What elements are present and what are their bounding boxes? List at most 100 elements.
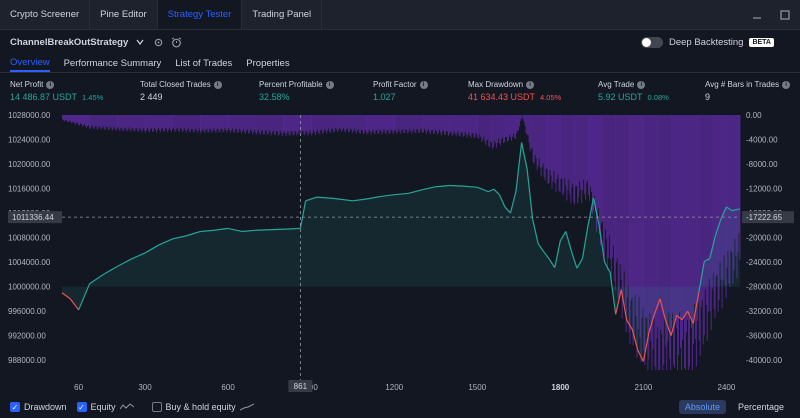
tab-pine-editor[interactable]: Pine Editor (90, 0, 158, 29)
drawdown-bar (102, 115, 104, 127)
drawdown-bar (655, 115, 657, 370)
deep-backtesting-toggle[interactable] (640, 36, 663, 48)
tab-properties[interactable]: Properties (246, 57, 290, 69)
drawdown-bar (650, 115, 652, 342)
drawdown-bar (694, 115, 696, 340)
drawdown-bar (395, 115, 397, 131)
info-icon[interactable]: i (213, 80, 222, 89)
settings-gear-icon[interactable] (152, 36, 164, 48)
drawdown-bar (261, 115, 263, 131)
drawdown-bar (341, 115, 343, 131)
info-icon[interactable]: i (419, 80, 428, 89)
drawdown-bar (188, 115, 190, 132)
x-axis-tick-label: 1200 (385, 383, 403, 392)
drawdown-bar (154, 115, 156, 129)
right-axis-tick-label: 0.00 (746, 111, 762, 120)
tab-crypto-screener[interactable]: Crypto Screener (0, 0, 91, 29)
equity-line-segment (352, 198, 367, 202)
absolute-button[interactable]: Absolute (678, 400, 726, 414)
info-icon[interactable]: i (637, 80, 646, 89)
drawdown-bar (277, 115, 279, 136)
info-icon[interactable]: i (325, 80, 334, 89)
checkbox-empty-icon[interactable] (151, 402, 162, 412)
chart-svg[interactable]: 1028000.00 1024000.00 1020000.00 1016000.00… (0, 108, 800, 398)
check-icon[interactable]: ✓ (76, 402, 87, 412)
drawdown-bar (607, 115, 609, 259)
drawdown-bar (610, 115, 612, 283)
drawdown-bar (507, 115, 509, 140)
drawdown-bar (136, 115, 138, 129)
drawdown-bar (617, 115, 619, 299)
drawdown-bar (541, 115, 543, 168)
drawdown-bar (206, 115, 208, 129)
drawdown-bar (133, 115, 135, 131)
check-icon[interactable]: ✓ (10, 402, 20, 412)
drawdown-bar (706, 115, 708, 342)
drawdown-bar (554, 115, 556, 183)
info-icon[interactable]: i (526, 80, 535, 89)
equity-chart[interactable]: 1028000.00 1024000.00 1020000.00 1016000.00… (0, 108, 800, 398)
drawdown-bar (696, 115, 698, 322)
drawdown-bar (611, 115, 613, 258)
drawdown-bar (305, 115, 307, 131)
tab-trading-panel[interactable]: Trading Panel (242, 0, 323, 29)
drawdown-bar (350, 115, 352, 130)
x-axis-tick-label: 1800 (551, 383, 569, 392)
drawdown-bar (398, 115, 400, 129)
drawdown-bar (723, 115, 725, 256)
drawdown-bar (677, 115, 679, 370)
drawdown-bar (108, 115, 110, 130)
drawdown-bar (339, 115, 341, 130)
alarm-clock-icon[interactable] (170, 36, 182, 48)
x-axis-tick-label: 2100 (634, 383, 652, 392)
tab-list-of-trades[interactable]: List of Trades (175, 57, 233, 69)
drawdown-bar (671, 115, 673, 329)
maximize-icon[interactable] (778, 8, 792, 22)
buy-hold-checkbox[interactable]: Buy & hold equity (151, 402, 254, 412)
equity-line-segment (714, 219, 722, 236)
drawdown-bar (405, 115, 407, 130)
drawdown-bar (460, 115, 462, 133)
drawdown-bar (478, 115, 480, 139)
drawdown-bar (476, 115, 478, 135)
info-icon[interactable]: i (46, 80, 55, 89)
drawdown-bar (215, 115, 217, 133)
equity-line-segment (687, 310, 694, 324)
tab-strategy-tester[interactable]: Strategy Tester (157, 0, 243, 29)
tab-overview[interactable]: Overview (10, 54, 50, 72)
drawdown-checkbox[interactable]: ✓ Drawdown (10, 402, 67, 412)
drawdown-bar (600, 115, 602, 246)
drawdown-bar (392, 115, 394, 134)
drawdown-bar (691, 115, 693, 370)
tab-performance-summary[interactable]: Performance Summary (63, 57, 162, 69)
equity-checkbox[interactable]: ✓ Equity (76, 402, 134, 412)
drawdown-bar (88, 115, 89, 126)
drawdown-bar (147, 115, 149, 129)
divider (0, 72, 800, 73)
drawdown-bar (82, 115, 83, 127)
drawdown-bar (456, 115, 458, 134)
drawdown-bar (399, 115, 401, 132)
equity-line-segment (498, 194, 506, 208)
drawdown-bar (371, 115, 373, 132)
drawdown-bar (461, 115, 463, 133)
drawdown-bar (381, 115, 383, 135)
drawdown-bar (335, 115, 337, 129)
strategy-name[interactable]: ChannelBreakOutStrategy (10, 36, 129, 48)
chevron-down-icon[interactable] (134, 36, 146, 48)
drawdown-bar (428, 115, 430, 133)
drawdown-bar (269, 115, 271, 133)
equity-line-segment (703, 257, 711, 263)
drawdown-bar (435, 115, 437, 132)
drawdown-bar (287, 115, 289, 131)
minimize-icon[interactable] (750, 8, 764, 22)
drawdown-bar (360, 115, 362, 130)
crosshair-x-label: 861 (294, 382, 308, 391)
info-icon[interactable]: i (782, 80, 791, 89)
drawdown-bar (403, 115, 405, 133)
drawdown-bar (315, 115, 317, 135)
drawdown-bar (201, 115, 203, 131)
drawdown-bar (425, 115, 427, 134)
percentage-button[interactable]: Percentage (737, 402, 784, 412)
equity-line-segment (620, 289, 628, 321)
